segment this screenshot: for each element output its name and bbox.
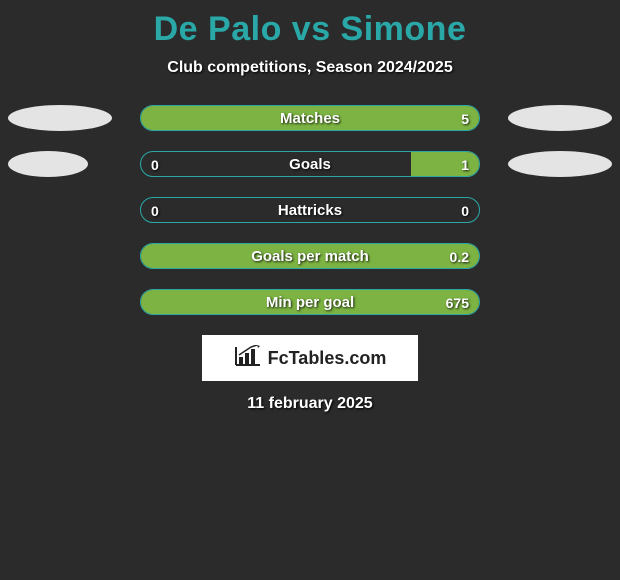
stat-bar: 0.2Goals per match xyxy=(140,243,480,269)
page-title: De Palo vs Simone xyxy=(0,10,620,49)
stat-row: 01Goals xyxy=(0,151,620,177)
player-right-badge xyxy=(508,151,612,177)
logo-badge: FcTables.com xyxy=(202,335,418,381)
stat-bar: 5Matches xyxy=(140,105,480,131)
subtitle: Club competitions, Season 2024/2025 xyxy=(0,59,620,77)
player-right-badge xyxy=(508,105,612,131)
stat-value-right: 0 xyxy=(461,198,469,222)
comparison-card: De Palo vs Simone Club competitions, Sea… xyxy=(0,0,620,413)
stat-bar-fill-right xyxy=(141,290,479,314)
stat-bar: 0 0Hattricks xyxy=(140,197,480,223)
stat-value-left: 0 xyxy=(151,152,159,176)
stat-bar-fill-right xyxy=(141,106,479,130)
stat-bar-fill-right xyxy=(141,244,479,268)
stats-section: 5Matches01Goals00Hattricks0.2Goals per m… xyxy=(0,105,620,315)
stat-row: 5Matches xyxy=(0,105,620,131)
stat-value-left: 0 xyxy=(151,198,159,222)
logo-text: FcTables.com xyxy=(268,348,387,369)
date-label: 11 february 2025 xyxy=(0,395,620,413)
stat-row: 0 0Hattricks xyxy=(0,197,620,223)
stat-row: 0.2Goals per match xyxy=(0,243,620,269)
stat-value-right: 675 xyxy=(446,290,469,314)
stat-label: Hattricks xyxy=(141,198,479,222)
bar-chart-icon xyxy=(234,345,262,372)
stat-value-right: 1 xyxy=(461,152,469,176)
stat-value-right: 0.2 xyxy=(450,244,469,268)
stat-bar: 675Min per goal xyxy=(140,289,480,315)
stat-bar: 01Goals xyxy=(140,151,480,177)
player-left-badge xyxy=(8,105,112,131)
player-left-badge xyxy=(8,151,88,177)
stat-value-right: 5 xyxy=(461,106,469,130)
stat-row: 675Min per goal xyxy=(0,289,620,315)
